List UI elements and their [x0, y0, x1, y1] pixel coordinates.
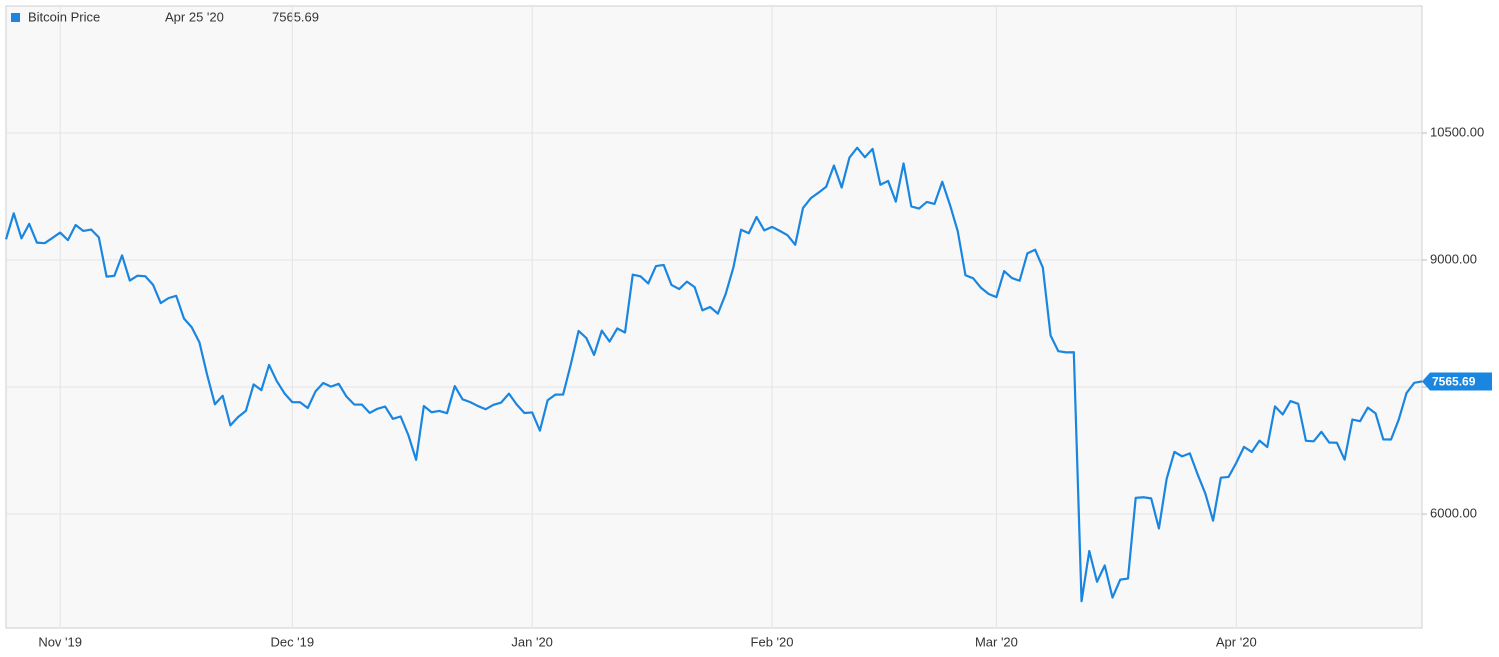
header-date: Apr 25 '20: [165, 9, 224, 24]
x-tick-label: Apr '20: [1216, 634, 1257, 649]
price-tag-box: [1422, 372, 1492, 391]
x-tick-label: Jan '20: [511, 634, 553, 649]
plot-area: [5, 5, 1423, 629]
y-tick-label: 10500.00: [1430, 124, 1484, 139]
x-tick-label: Mar '20: [975, 634, 1018, 649]
header-value: 7565.69: [272, 9, 319, 24]
price-line: [4, 146, 1423, 603]
legend-swatch: [11, 13, 20, 22]
x-tick-label: Nov '19: [38, 634, 82, 649]
legend-label: Bitcoin Price: [28, 9, 100, 24]
x-tick-label: Feb '20: [751, 634, 794, 649]
x-tick-label: Dec '19: [270, 634, 314, 649]
price-tag: 7565.69: [1422, 372, 1492, 391]
y-tick-label: 9000.00: [1430, 251, 1477, 266]
price-tag-label: 7565.69: [1432, 375, 1476, 389]
y-tick-label: 6000.00: [1430, 505, 1477, 520]
